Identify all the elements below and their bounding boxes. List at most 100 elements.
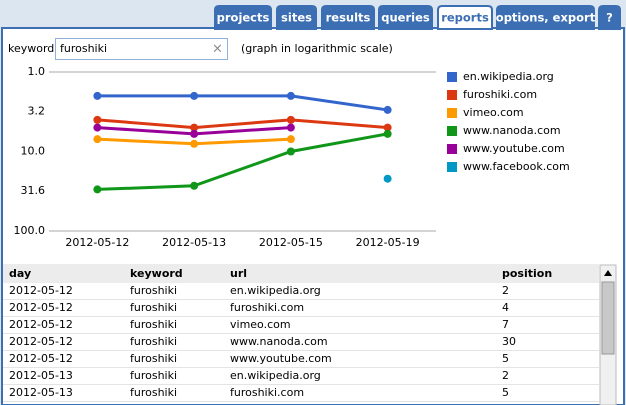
table-cell: 30 — [502, 335, 516, 348]
table-cell: 2012-05-12 — [9, 301, 73, 314]
legend-swatch — [447, 72, 457, 82]
series-line — [97, 118, 388, 130]
tab-label: results — [326, 11, 371, 25]
data-point — [383, 129, 392, 138]
table-header-bg — [3, 264, 599, 283]
series-line — [97, 94, 388, 112]
data-point — [286, 123, 295, 132]
table-cell: 2 — [502, 369, 509, 382]
table-cell: 5 — [502, 386, 509, 399]
table-cell: 2012-05-12 — [9, 318, 73, 331]
legend-label: en.wikipedia.org — [463, 70, 554, 83]
table-cell: 2012-05-13 — [9, 369, 73, 382]
data-point — [93, 185, 102, 194]
data-point — [383, 174, 392, 183]
scroll-thumb[interactable] — [601, 281, 615, 355]
legend-label: furoshiki.com — [463, 88, 537, 101]
legend-swatch — [447, 144, 457, 154]
tab[interactable] — [496, 5, 595, 30]
legend-swatch — [447, 162, 457, 172]
data-point — [286, 135, 295, 144]
tab[interactable] — [598, 5, 621, 30]
tab-label: sites — [281, 11, 312, 25]
tab[interactable] — [214, 5, 272, 30]
y-tick-label: 10.0 — [21, 145, 46, 158]
data-point — [93, 115, 102, 124]
x-tick-label: 2012-05-12 — [65, 236, 129, 249]
data-point — [286, 91, 295, 100]
tab[interactable] — [276, 5, 317, 30]
keyword-value: furoshiki — [60, 42, 107, 55]
table-cell: vimeo.com — [230, 318, 291, 331]
table-header: url — [230, 267, 247, 280]
legend-label: www.youtube.com — [463, 142, 565, 155]
tab-label: queries — [381, 11, 430, 25]
table-cell: furoshiki — [130, 301, 177, 314]
table-cell: en.wikipedia.org — [230, 284, 321, 297]
clear-button[interactable]: × — [212, 42, 223, 57]
x-tick-label: 2012-05-15 — [259, 236, 323, 249]
legend-swatch — [447, 108, 457, 118]
tab[interactable] — [321, 5, 375, 30]
tab[interactable] — [437, 5, 493, 30]
tab-label: reports — [441, 11, 489, 25]
legend-label: vimeo.com — [463, 106, 524, 119]
data-point — [383, 123, 392, 132]
series-line — [97, 132, 388, 191]
table-cell: furoshiki — [130, 318, 177, 331]
data-point — [93, 91, 102, 100]
tab-label: projects — [217, 11, 270, 25]
table-cell: 2012-05-12 — [9, 352, 73, 365]
data-point — [286, 115, 295, 124]
data-point — [190, 181, 199, 190]
data-point — [190, 139, 199, 148]
table-cell: www.nanoda.com — [230, 335, 328, 348]
panel — [1, 27, 625, 405]
table-cell: 2012-05-12 — [9, 284, 73, 297]
keyword-label: keyword — [8, 42, 54, 55]
data-point — [93, 135, 102, 144]
table-cell: 2 — [502, 284, 509, 297]
y-tick-label: 100.0 — [14, 224, 46, 237]
data-point — [190, 123, 199, 132]
legend-swatch — [447, 126, 457, 136]
table-cell: furoshiki.com — [230, 301, 304, 314]
x-tick-label: 2012-05-19 — [356, 236, 420, 249]
table-cell: en.wikipedia.org — [230, 369, 321, 382]
table-header: position — [502, 267, 552, 280]
data-point — [190, 91, 199, 100]
scroll-up[interactable] — [604, 270, 612, 276]
table-cell: 4 — [502, 301, 509, 314]
tab[interactable] — [378, 5, 433, 30]
data-point — [286, 147, 295, 156]
tab-label: ? — [606, 11, 613, 25]
table-cell: 7 — [502, 318, 509, 331]
y-tick-label: 3.2 — [28, 105, 46, 118]
x-tick-label: 2012-05-13 — [162, 236, 226, 249]
table-cell: furoshiki — [130, 369, 177, 382]
y-tick-label: 1.0 — [28, 65, 46, 78]
legend-label: www.facebook.com — [463, 160, 570, 173]
data-point — [190, 129, 199, 138]
table-header: day — [9, 267, 31, 280]
y-tick-label: 31.6 — [21, 184, 46, 197]
table-cell: 2012-05-13 — [9, 386, 73, 399]
table-header: keyword — [130, 267, 183, 280]
table-cell: furoshiki.com — [230, 386, 304, 399]
data-point — [383, 105, 392, 114]
table-cell: furoshiki — [130, 386, 177, 399]
tab-label: options, export — [496, 11, 596, 25]
data-point — [93, 123, 102, 132]
legend-label: www.nanoda.com — [463, 124, 561, 137]
table-cell: 2012-05-12 — [9, 335, 73, 348]
table-cell: furoshiki — [130, 352, 177, 365]
graph-note: (graph in logarithmic scale) — [241, 42, 393, 55]
keyword-input[interactable] — [55, 38, 228, 60]
table-cell: 5 — [502, 352, 509, 365]
table-cell: furoshiki — [130, 335, 177, 348]
legend-swatch — [447, 90, 457, 100]
table-cell: furoshiki — [130, 284, 177, 297]
table-cell: www.youtube.com — [230, 352, 332, 365]
